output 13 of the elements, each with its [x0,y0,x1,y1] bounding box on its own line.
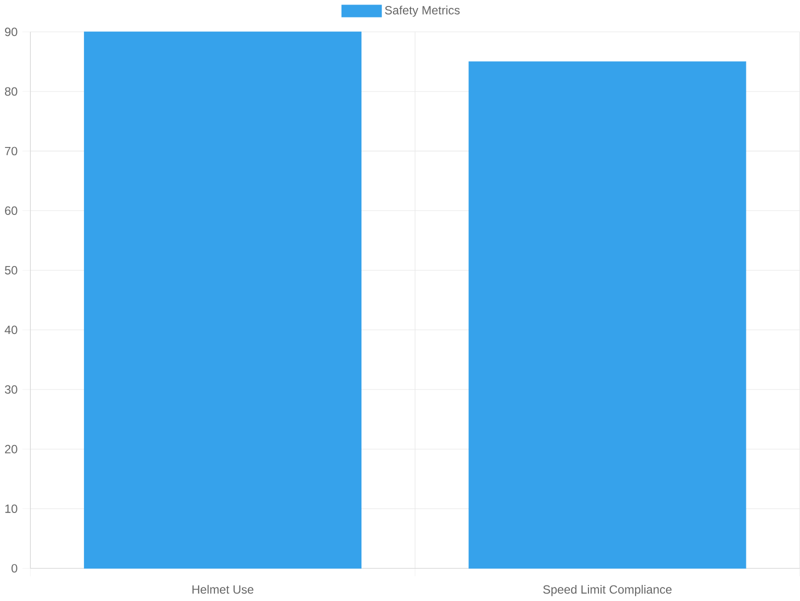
y-tick-label: 20 [5,445,18,454]
x-tick-label: Speed Limit Compliance [543,585,672,596]
y-tick-label: 70 [5,147,18,156]
y-tick-label: 90 [4,28,18,36]
y-tick-label: 40 [4,326,18,334]
legend-label: Safety Metrics [384,6,460,18]
y-tick-label: 50 [4,266,18,275]
y-tick-label: 80 [4,87,18,96]
y-tick-label: 10 [5,504,18,514]
y-tick-label: 60 [5,206,18,216]
y-tick-label: 30 [4,386,18,394]
y-tick-label: 0 [12,564,18,573]
x-tick-label: Helmet Use [192,585,254,594]
